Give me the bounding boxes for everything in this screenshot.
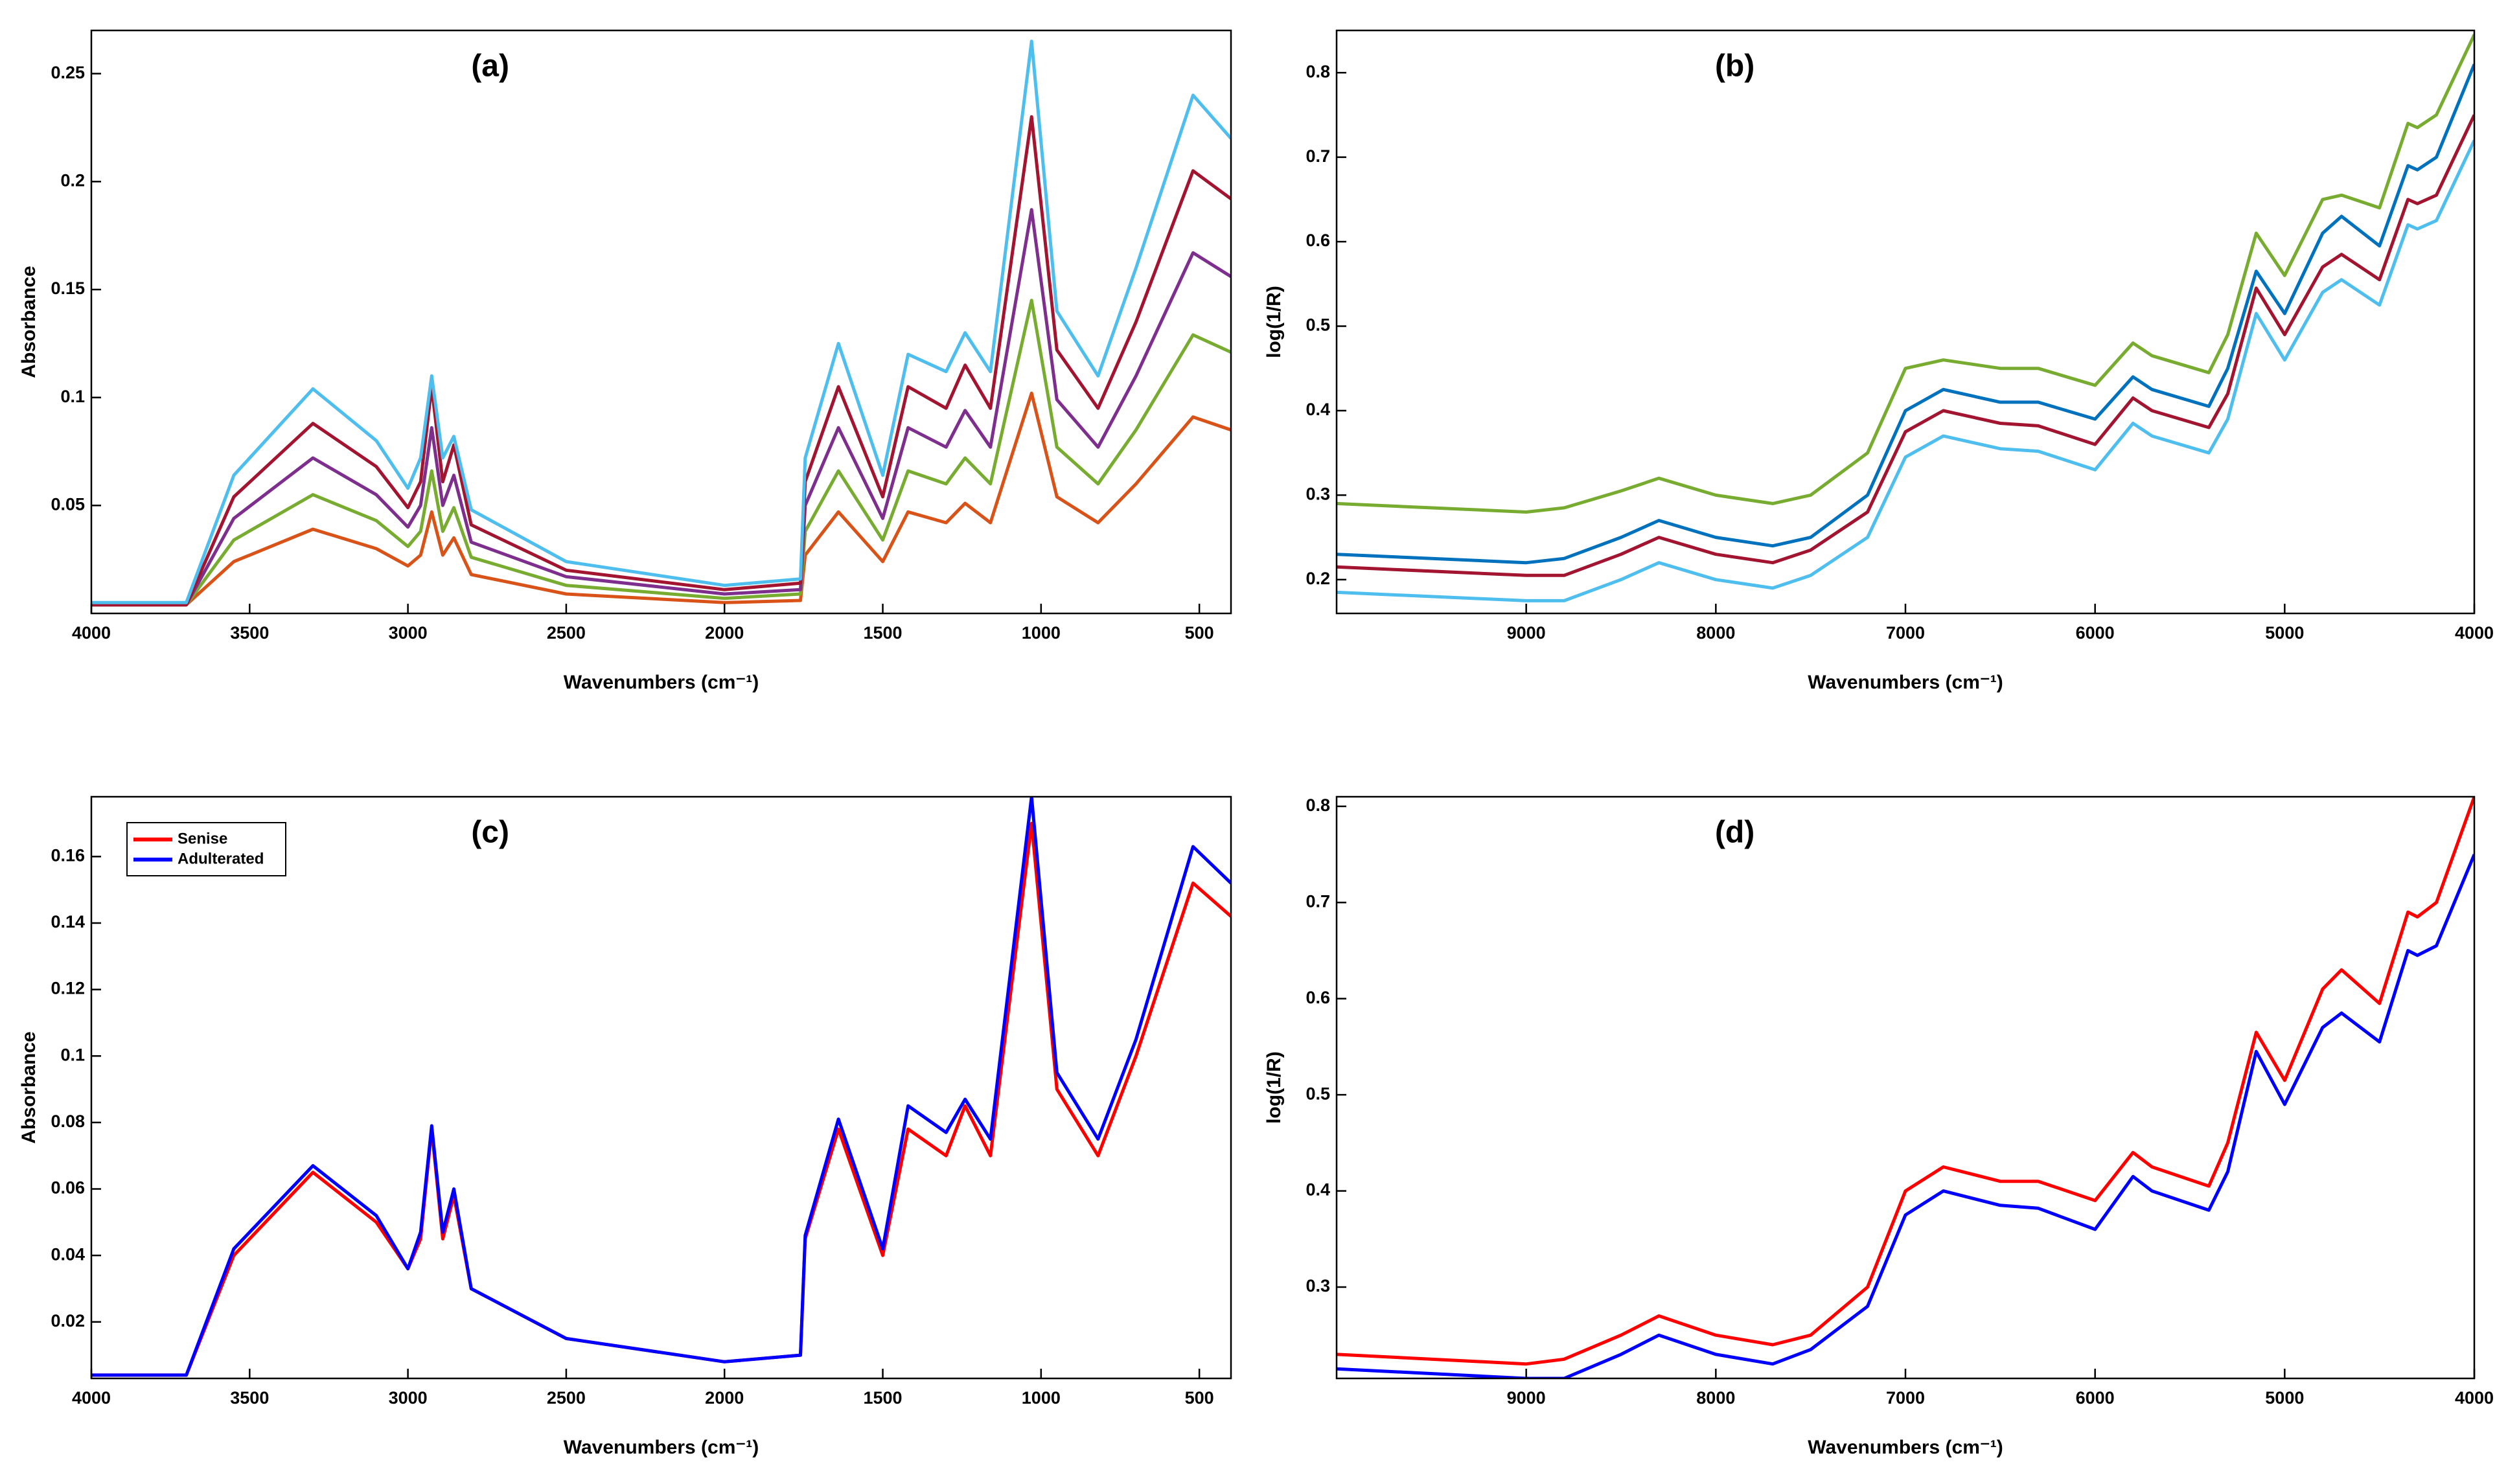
y-axis-label: Absorbance	[18, 266, 40, 378]
x-tick-label: 3500	[230, 623, 269, 643]
spectrum-line	[91, 208, 1231, 607]
x-tick-label: 6000	[2076, 623, 2115, 643]
x-tick-label: 6000	[2076, 1388, 2115, 1408]
x-tick-label: 8000	[1696, 1388, 1735, 1408]
y-tick-label: 0.7	[1306, 146, 1330, 166]
x-tick-label: 2000	[705, 623, 744, 643]
y-tick-label: 0.06	[51, 1178, 85, 1198]
y-axis-label: Absorbance	[18, 1031, 40, 1143]
x-axis-label: Wavenumbers (cm⁻¹)	[564, 1437, 759, 1458]
x-tick-label: 3500	[230, 1388, 269, 1408]
x-axis-label: Wavenumbers (cm⁻¹)	[564, 672, 759, 693]
y-tick-label: 0.2	[60, 170, 85, 190]
x-tick-label: 500	[1185, 1388, 1214, 1408]
legend-box	[126, 822, 286, 876]
x-tick-label: 7000	[1886, 1388, 1925, 1408]
spectrum-line	[1337, 63, 2474, 565]
y-tick-label: 0.08	[51, 1112, 85, 1131]
x-tick-label: 1500	[863, 623, 902, 643]
spectrum-line	[91, 821, 1231, 1377]
y-tick-label: 0.4	[1306, 400, 1330, 419]
y-axis-label: log(1/R)	[1263, 1051, 1285, 1124]
spectrum-line	[1337, 114, 2474, 577]
x-tick-label: 5000	[2265, 623, 2304, 643]
y-tick-label: 0.25	[51, 63, 85, 82]
y-tick-label: 0.8	[1306, 62, 1330, 81]
x-axis-label: Wavenumbers (cm⁻¹)	[1808, 672, 2003, 693]
panel-title: (c)	[471, 816, 509, 850]
spectrum-line	[1337, 854, 2474, 1378]
y-tick-label: 0.8	[1306, 795, 1330, 815]
y-tick-label: 0.7	[1306, 891, 1330, 911]
y-tick-label: 0.05	[51, 494, 85, 514]
x-tick-label: 3000	[389, 623, 428, 643]
x-tick-label: 5000	[2265, 1388, 2304, 1408]
axes-frame	[90, 795, 1232, 1380]
spectrum-line	[91, 40, 1231, 604]
spectrum-line	[91, 797, 1231, 1377]
spectrum-line	[1337, 34, 2474, 514]
x-tick-label: 4000	[72, 623, 111, 643]
spectrum-line	[1337, 139, 2474, 602]
y-tick-label: 0.5	[1306, 1084, 1330, 1103]
y-tick-label: 0.5	[1306, 315, 1330, 335]
y-tick-label: 0.16	[51, 845, 85, 865]
panel-title: (b)	[1715, 49, 1754, 84]
panel-title: (a)	[471, 49, 509, 84]
x-tick-label: 7000	[1886, 623, 1925, 643]
spectrum-line	[91, 391, 1231, 607]
y-axis-label: log(1/R)	[1263, 286, 1285, 358]
x-tick-label: 3000	[389, 1388, 428, 1408]
x-tick-label: 2500	[547, 1388, 586, 1408]
y-tick-label: 0.6	[1306, 988, 1330, 1007]
y-tick-label: 0.15	[51, 279, 85, 298]
x-tick-label: 2500	[547, 623, 586, 643]
panel-title: (d)	[1715, 816, 1754, 850]
y-tick-label: 0.2	[1306, 569, 1330, 588]
x-tick-label: 2000	[705, 1388, 744, 1408]
spectrum-line	[1337, 797, 2474, 1366]
x-tick-label: 1500	[863, 1388, 902, 1408]
y-tick-label: 0.02	[51, 1311, 85, 1330]
spectrum-line	[91, 299, 1231, 607]
axes-frame	[90, 29, 1232, 615]
y-tick-label: 0.14	[51, 912, 85, 931]
axes-frame	[1335, 795, 2476, 1380]
legend-label: Senise	[178, 830, 227, 847]
x-tick-label: 1000	[1022, 623, 1061, 643]
x-tick-label: 4000	[72, 1388, 111, 1408]
y-tick-label: 0.1	[60, 1045, 85, 1064]
x-tick-label: 1000	[1022, 1388, 1061, 1408]
x-tick-label: 4000	[2455, 1388, 2494, 1408]
x-tick-label: 4000	[2455, 623, 2494, 643]
legend-label: Adulterated	[178, 850, 264, 867]
x-axis-label: Wavenumbers (cm⁻¹)	[1808, 1437, 2003, 1458]
y-tick-label: 0.3	[1306, 485, 1330, 504]
y-tick-label: 0.04	[51, 1244, 85, 1264]
y-tick-label: 0.12	[51, 979, 85, 998]
x-tick-label: 9000	[1507, 1388, 1546, 1408]
y-tick-label: 0.1	[60, 387, 85, 406]
x-tick-label: 500	[1185, 623, 1214, 643]
x-tick-label: 8000	[1696, 623, 1735, 643]
y-tick-label: 0.4	[1306, 1180, 1330, 1200]
spectrum-line	[91, 115, 1231, 607]
y-tick-label: 0.6	[1306, 231, 1330, 250]
y-tick-label: 0.3	[1306, 1276, 1330, 1296]
axes-frame	[1335, 29, 2476, 615]
x-tick-label: 9000	[1507, 623, 1546, 643]
